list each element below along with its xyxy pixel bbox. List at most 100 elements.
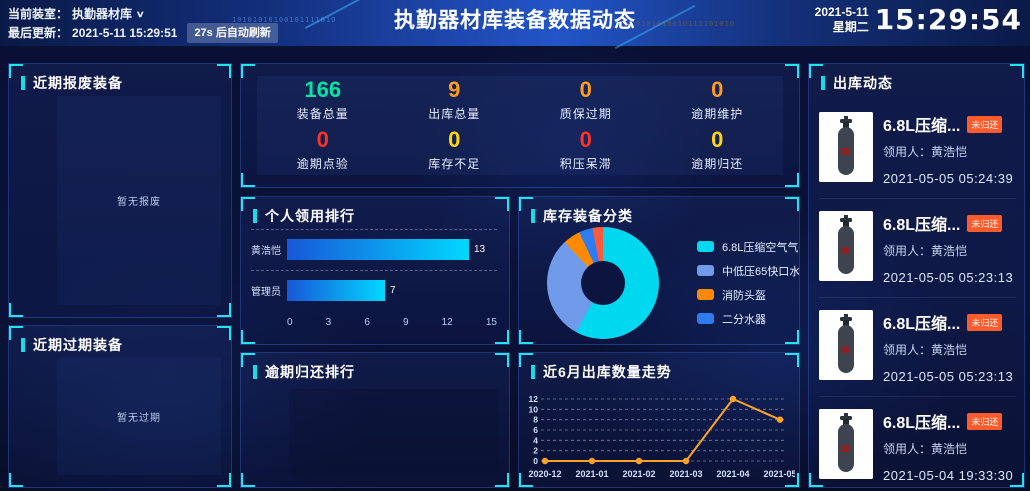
panel-overdue-ranking: 逾期归还排行 [240, 352, 510, 488]
stat-value: 0 [316, 126, 329, 152]
top-header: 当前装室： 执勤器材库 ∨ 最后更新： 2021-5-11 15:29:51 2… [0, 0, 1030, 48]
x-axis-tick-label: 2021-01 [575, 469, 608, 479]
x-axis-tick-label: 2021-02 [622, 469, 655, 479]
outbound-timestamp: 2021-05-05 05:23:13 [883, 270, 1014, 285]
stat-label: 逾期归还 [691, 156, 744, 171]
stat-value: 0 [448, 126, 461, 152]
feed-item-body: 6.8L压缩... 未归还领用人：黄浩恺 2021-05-05 05:23:13 [883, 310, 1016, 384]
bar-category-label: 黄浩恺 [251, 246, 281, 257]
data-point[interactable] [541, 457, 549, 465]
last-update-label: 最后更新： [8, 26, 69, 40]
outbound-timestamp: 2021-05-04 19:33:30 [883, 468, 1014, 483]
data-point[interactable] [588, 457, 596, 465]
stat-label: 出库总量 [428, 107, 481, 122]
x-axis-tick-label: 2021-03 [669, 469, 702, 479]
feed-name-row: 6.8L压缩... 未归还 [883, 310, 1016, 334]
panel-title-row: 近期报废装备 [9, 64, 231, 97]
panel-title-row: 库存装备分类 [519, 197, 799, 230]
stat-label: 积压呆滞 [559, 156, 612, 171]
outbound-feed-item[interactable]: 6.8L压缩... 未归还领用人：黄浩恺 2021-05-05 05:23:13 [819, 298, 1016, 397]
unreturned-badge: 未归还 [967, 412, 1003, 430]
unreturned-badge: 未归还 [967, 313, 1003, 331]
stat-label: 装备总量 [296, 107, 349, 122]
inventory-pie-chart[interactable]: 6.8L压缩空气气瓶中低压65快口水带消防头盔二分水器 [533, 226, 799, 339]
x-axis-tick-label: 6 [364, 317, 370, 328]
legend-item[interactable]: 6.8L压缩空气气瓶 [697, 239, 799, 255]
air-cylinder-image [819, 211, 873, 281]
x-axis-tick-label: 12 [441, 317, 453, 328]
stat-item: 0 逾期归还 [652, 126, 784, 176]
recipient-line: 领用人：黄浩恺 [883, 442, 968, 456]
panel-title: 个人领用排行 [265, 208, 355, 224]
panel-title-row: 个人领用排行 [241, 197, 509, 230]
scrapped-empty-area: 暂无报废 [57, 96, 221, 305]
unreturned-badge: 未归还 [967, 214, 1003, 232]
donut-hole [581, 260, 625, 305]
feed-item-body: 6.8L压缩... 未归还 领用人：黄浩恺 2021-05-05 05:24:39 [883, 112, 1016, 186]
room-selector[interactable]: 执勤器材库 ∨ [72, 5, 145, 23]
page-title: 执勤器材库装备数据动态 [394, 9, 636, 32]
room-selector-value: 执勤器材库 [72, 7, 133, 21]
data-point[interactable] [682, 457, 690, 465]
stat-value: 166 [304, 77, 342, 103]
data-point[interactable] [635, 457, 643, 465]
stat-value: 0 [711, 126, 724, 152]
outbound-feed-item[interactable]: 6.8L压缩... 未归还 领用人：黄浩恺 2021-05-05 05:23:13 [819, 199, 1016, 298]
x-axis-tick-label: 2020-12 [528, 469, 561, 479]
pie-legend: 6.8L压缩空气气瓶中低压65快口水带消防头盔二分水器 [697, 239, 799, 327]
x-axis-tick-label: 2021-04 [716, 469, 749, 479]
data-point[interactable] [776, 416, 784, 423]
panel-personal-ranking: 个人领用排行 黄浩恺 13 管理员 7 0 3 6 9 12 15 [240, 196, 510, 345]
header-weekday: 星期二 [832, 19, 869, 34]
stat-label: 质保过期 [559, 107, 612, 122]
feed-name-row: 6.8L压缩... 未归还 [883, 112, 1016, 136]
stat-value: 0 [579, 77, 592, 103]
legend-item[interactable]: 消防头盔 [697, 287, 799, 303]
clock: 15:29:54 [874, 3, 1022, 36]
empty-state-text: 暂无过期 [117, 413, 161, 424]
legend-swatch [697, 289, 714, 300]
data-point[interactable] [729, 395, 737, 403]
y-axis-tick-label: 4 [533, 435, 538, 445]
title-accent-bar [531, 209, 535, 223]
stat-item: 0 逾期点验 [257, 126, 389, 176]
outbound-feed-item[interactable]: 6.8L压缩... 未归还 领用人：黄浩恺 2021-05-04 19:33:30 [819, 397, 1016, 487]
bar-track: 13 [287, 239, 497, 260]
panel-recent-expired: 近期过期装备 暂无过期 [8, 325, 232, 488]
title-accent-bar [21, 338, 25, 352]
legend-item[interactable]: 二分水器 [697, 311, 799, 327]
legend-item[interactable]: 中低压65快口水带 [697, 263, 799, 279]
panel-title-row: 近期过期装备 [9, 326, 231, 359]
header-left-info: 当前装室： 执勤器材库 ∨ 最后更新： 2021-5-11 15:29:51 2… [8, 5, 278, 43]
stat-item: 166 装备总量 [257, 76, 389, 126]
stat-value: 0 [711, 77, 724, 103]
air-cylinder-image [819, 409, 873, 479]
personal-ranking-bar-chart[interactable]: 黄浩恺 13 管理员 7 0 3 6 9 12 15 [251, 229, 497, 336]
bar[interactable] [287, 280, 385, 301]
equipment-name: 6.8L压缩... [883, 316, 961, 333]
legend-swatch [697, 313, 714, 324]
legend-swatch [697, 265, 714, 276]
panel-title: 出库动态 [833, 75, 893, 91]
recipient-line: 领用人：黄浩恺 [883, 343, 968, 357]
equipment-name: 6.8L压缩... [883, 118, 961, 135]
current-room-label: 当前装室： [8, 7, 69, 21]
outbound-feed-item[interactable]: 6.8L压缩... 未归还 领用人：黄浩恺 2021-05-05 05:24:39 [819, 100, 1016, 199]
donut-chart[interactable] [547, 226, 659, 339]
legend-label: 6.8L压缩空气气瓶 [722, 241, 799, 254]
outbound-timestamp: 2021-05-05 05:23:13 [883, 369, 1014, 384]
y-axis-tick-label: 0 [533, 456, 538, 466]
trend-line [545, 397, 781, 462]
panel-recent-scrapped: 近期报废装备 暂无报废 [8, 63, 232, 318]
equipment-name: 6.8L压缩... [883, 217, 961, 234]
overdue-empty-area [289, 389, 499, 475]
x-axis-tick-label: 9 [402, 317, 409, 328]
binary-texture-decoration: 10101010100101111010 [232, 16, 337, 24]
bar-row: 管理员 7 [251, 270, 497, 311]
y-axis-tick-label: 6 [533, 425, 538, 435]
feed-item-body: 6.8L压缩... 未归还 领用人：黄浩恺 2021-05-05 05:23:13 [883, 211, 1016, 285]
bar[interactable] [287, 239, 469, 260]
bar-row: 黄浩恺 13 [251, 229, 497, 270]
